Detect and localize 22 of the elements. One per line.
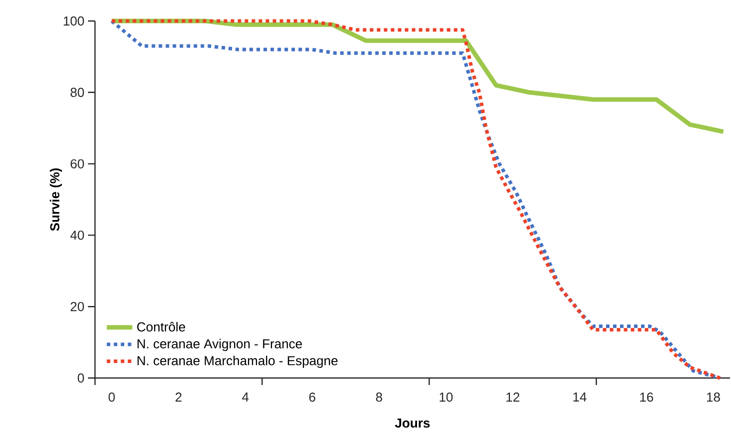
line-series [110,19,722,380]
x-tick-label: 6 [309,392,316,402]
x-tick-label: 0 [108,392,115,402]
x-tick-label: 4 [242,392,249,402]
y-tick-label: 0 [78,373,84,383]
x-tick-label: 10 [440,392,453,402]
y-tick-label: 40 [70,230,84,240]
y-axis-title: Survie (%) [50,168,62,231]
x-tick-label: 12 [506,392,520,402]
y-tick-label: 60 [70,159,84,168]
y-tick-label: 20 [70,302,84,312]
x-tick-label: 16 [640,392,654,402]
x-axis-title: Jours [395,418,430,428]
x-tick-label: 8 [376,392,382,402]
legend-label: N. ceranae Marchamalo - Espagne [138,356,338,368]
y-tick-label: 100 [64,16,84,26]
x-tick-label: 14 [573,392,586,402]
x-tick-label: 2 [176,392,182,402]
x-tick-label: 18 [707,392,720,402]
legend-label: Contrôle [137,322,186,332]
y-tick-label: 80 [70,88,84,97]
legend-label: N. ceranae Avignon - France [138,338,302,351]
